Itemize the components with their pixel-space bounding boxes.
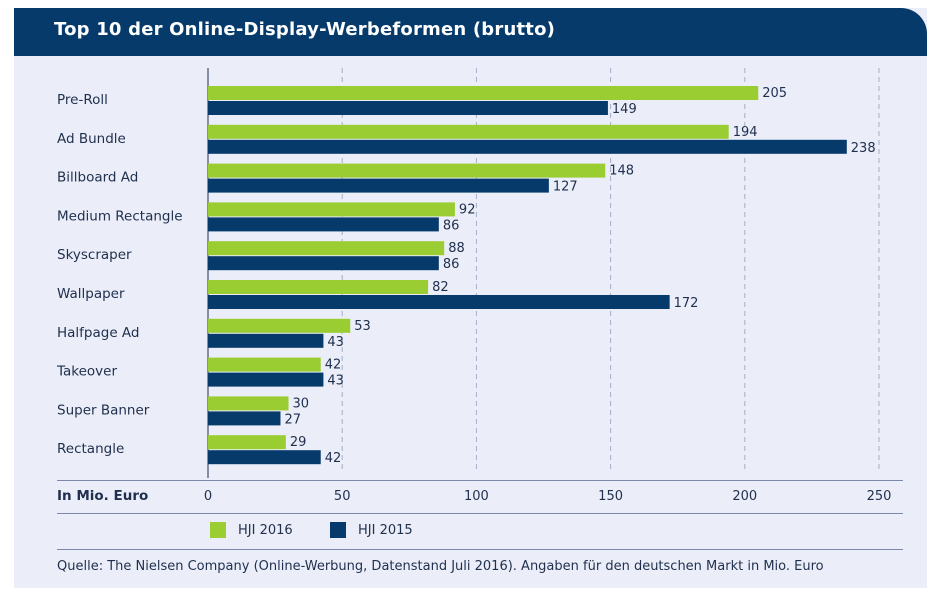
category-label-ad-bundle: Ad Bundle [57,131,126,147]
bar-hji-2015-billboard-ad [208,178,549,193]
bar-hji-2016-medium-rectangle [208,202,455,217]
x-tick-label-250: 250 [867,489,892,504]
category-label-rectangle: Rectangle [57,441,124,457]
bar-hji-2015-wallpaper [208,295,670,309]
bar-hji-2016-super-banner [208,396,289,411]
legend-item-hji-2016: HJI 2016 [210,522,293,538]
bar-hji-2016-ad-bundle [208,124,729,139]
bar-hji-2016-takeover [208,357,321,372]
bar-hji-2015-super-banner [208,411,281,426]
category-label-takeover: Takeover [56,364,117,380]
bar-hji-2015-skyscraper [208,256,439,271]
value-label-hji-2016-wallpaper: 82 [432,280,449,295]
category-label-medium-rectangle: Medium Rectangle [57,208,183,224]
value-label-hji-2016-rectangle: 29 [290,435,307,450]
value-label-hji-2015-pre-roll: 149 [612,102,637,117]
x-tick-label-200: 200 [732,489,757,504]
x-tick-label-50: 50 [334,489,351,504]
value-label-hji-2015-wallpaper: 172 [674,296,699,311]
legend-divider-bottom [57,549,903,550]
legend-divider-top [57,513,903,514]
title-bar: Top 10 der Online-Display-Werbeformen (b… [14,8,927,56]
value-label-hji-2016-halfpage-ad: 53 [354,319,371,334]
value-label-hji-2015-skyscraper: 86 [443,257,460,272]
bar-hji-2016-pre-roll [208,86,759,100]
bar-hji-2016-skyscraper [208,241,445,256]
value-label-hji-2016-super-banner: 30 [293,396,310,411]
category-label-halfpage-ad: Halfpage Ad [57,325,140,341]
value-label-hji-2016-billboard-ad: 148 [609,164,634,179]
value-label-hji-2016-skyscraper: 88 [448,241,465,256]
bar-hji-2016-wallpaper [208,280,429,294]
value-label-hji-2016-takeover: 42 [325,358,342,373]
bar-hji-2015-takeover [208,372,324,387]
legend-label-hji-2015: HJI 2015 [358,522,413,538]
category-label-super-banner: Super Banner [57,402,150,418]
bar-hji-2016-billboard-ad [208,163,606,178]
category-label-wallpaper: Wallpaper [57,286,125,302]
value-label-hji-2015-ad-bundle: 238 [851,141,876,156]
x-tick-label-100: 100 [464,489,489,504]
value-label-hji-2016-ad-bundle: 194 [733,125,758,140]
value-label-hji-2015-rectangle: 42 [325,451,342,466]
legend-swatch-hji-2016 [210,522,226,538]
value-label-hji-2015-medium-rectangle: 86 [443,218,460,233]
legend-swatch-hji-2015 [330,522,346,538]
category-label-pre-roll: Pre-Roll [57,92,108,108]
axis-divider [57,480,903,481]
value-label-hji-2016-medium-rectangle: 92 [459,202,476,217]
category-label-billboard-ad: Billboard Ad [57,170,138,186]
source-note: Quelle: The Nielsen Company (Online-Werb… [57,559,824,574]
value-label-hji-2015-billboard-ad: 127 [553,180,578,195]
bar-hji-2015-halfpage-ad [208,333,324,348]
value-label-hji-2016-pre-roll: 205 [762,86,787,101]
bar-hji-2015-pre-roll [208,101,608,115]
legend-item-hji-2015: HJI 2015 [330,522,413,538]
category-label-skyscraper: Skyscraper [57,247,132,263]
bar-hji-2015-medium-rectangle [208,217,439,232]
x-tick-label-0: 0 [204,489,212,504]
x-axis-unit-label: In Mio. Euro [57,488,149,504]
bar-hji-2015-ad-bundle [208,139,847,154]
chart-title: Top 10 der Online-Display-Werbeformen (b… [54,19,556,40]
value-label-hji-2015-halfpage-ad: 43 [327,335,344,350]
bar-hji-2016-rectangle [208,435,286,450]
x-tick-label-150: 150 [598,489,623,504]
bar-hji-2015-rectangle [208,450,321,465]
bar-hji-2016-halfpage-ad [208,318,351,333]
value-label-hji-2015-takeover: 43 [327,374,344,389]
value-label-hji-2015-super-banner: 27 [284,412,301,427]
legend-label-hji-2016: HJI 2016 [238,522,293,538]
